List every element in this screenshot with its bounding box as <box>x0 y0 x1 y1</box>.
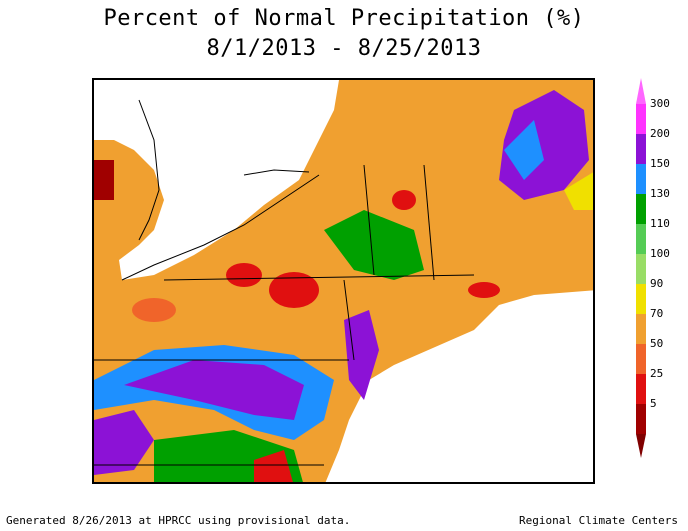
legend-top-arrow <box>636 78 646 104</box>
legend-label: 150 <box>650 157 670 170</box>
legend-swatch <box>636 404 646 434</box>
lake-region <box>94 80 339 280</box>
lake-outlines <box>121 99 320 281</box>
nj-border <box>343 279 355 361</box>
legend-label: 70 <box>650 307 664 320</box>
precip-zone-nj <box>344 310 379 400</box>
precipitation-map <box>92 78 595 484</box>
legend-label: 90 <box>650 277 664 290</box>
lake-ontario-outline <box>243 169 310 176</box>
precip-zone-pa-red2 <box>226 263 262 287</box>
precip-zone-coast-yellow <box>564 172 593 210</box>
lake-erie-outline <box>121 174 320 281</box>
legend-swatch <box>636 284 646 314</box>
precip-zone-michigan <box>94 160 114 200</box>
legend-swatch <box>636 134 646 164</box>
legend-swatch <box>636 224 646 254</box>
legend-swatch <box>636 194 646 224</box>
atlantic-ocean <box>325 290 593 482</box>
color-legend: 300 200 150 130 110 100 90 70 50 25 5 <box>632 78 688 458</box>
precip-zone-maine-blue <box>504 120 544 180</box>
precip-zone-ohio <box>132 298 176 322</box>
legend-label: 130 <box>650 187 670 200</box>
vt-nh-border <box>363 164 375 276</box>
precip-zone-midatlantic-purple <box>124 360 304 420</box>
map-title: Percent of Normal Precipitation (%) <box>103 6 585 31</box>
legend-label: 100 <box>650 247 670 260</box>
precip-zone-ma-red <box>468 282 500 298</box>
map-canvas <box>94 80 593 482</box>
legend-swatch <box>636 164 646 194</box>
legend-swatch <box>636 374 646 404</box>
legend-swatch <box>636 314 646 344</box>
generated-note: Generated 8/26/2013 at HPRCC using provi… <box>6 514 351 527</box>
legend-swatch <box>636 104 646 134</box>
legend-bar <box>636 78 646 458</box>
nh-me-border <box>423 164 435 281</box>
legend-label: 200 <box>650 127 670 140</box>
precip-zone-wv-purple <box>94 410 154 475</box>
precip-zone-vt-red <box>392 190 416 210</box>
precip-zone-ny-green <box>324 210 424 280</box>
ny-pa-border <box>163 274 475 281</box>
precip-zone-pa-red <box>269 272 319 308</box>
state-borders <box>94 164 475 466</box>
map-date-range: 8/1/2013 - 8/25/2013 <box>206 36 482 61</box>
credit-text: Regional Climate Centers <box>519 514 678 527</box>
legend-swatch <box>636 344 646 374</box>
precip-zone-va-red <box>254 450 293 482</box>
legend-swatch <box>636 254 646 284</box>
legend-label: 25 <box>650 367 664 380</box>
lake-huron-outline <box>138 99 160 241</box>
legend-label: 50 <box>650 337 664 350</box>
legend-label: 5 <box>650 397 657 410</box>
legend-bottom-arrow <box>636 434 646 458</box>
legend-label: 300 <box>650 97 670 110</box>
legend-label: 110 <box>650 217 670 230</box>
